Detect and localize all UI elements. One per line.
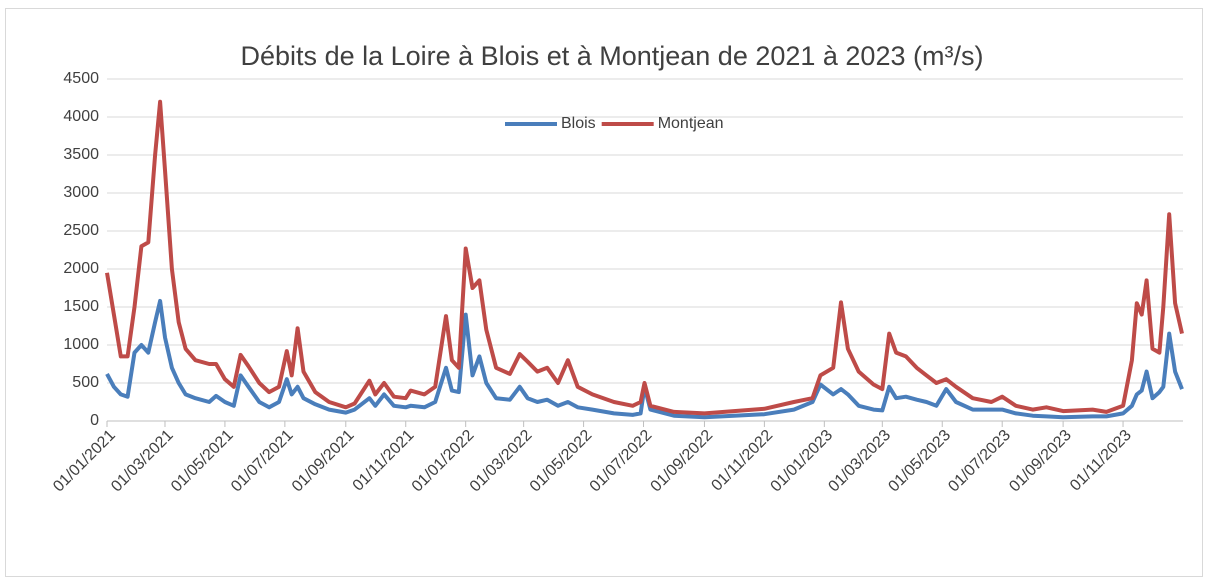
y-tick-label: 3500 — [63, 146, 99, 163]
legend-label: Montjean — [658, 115, 724, 132]
y-tick-label: 1000 — [63, 336, 99, 353]
legend-label: Blois — [561, 115, 596, 132]
y-tick-label: 3000 — [63, 184, 99, 201]
chart-title: Débits de la Loire à Blois et à Montjean… — [241, 41, 984, 71]
y-tick-label: 4000 — [63, 108, 99, 125]
y-tick-label: 2000 — [63, 260, 99, 277]
y-tick-label: 2500 — [63, 222, 99, 239]
y-tick-label: 4500 — [63, 70, 99, 87]
chart-frame — [5, 8, 1203, 577]
y-tick-label: 1500 — [63, 298, 99, 315]
y-tick-label: 0 — [90, 412, 99, 429]
line-series — [105, 99, 1184, 416]
y-tick-label: 500 — [72, 374, 99, 391]
line-series — [105, 298, 1184, 420]
